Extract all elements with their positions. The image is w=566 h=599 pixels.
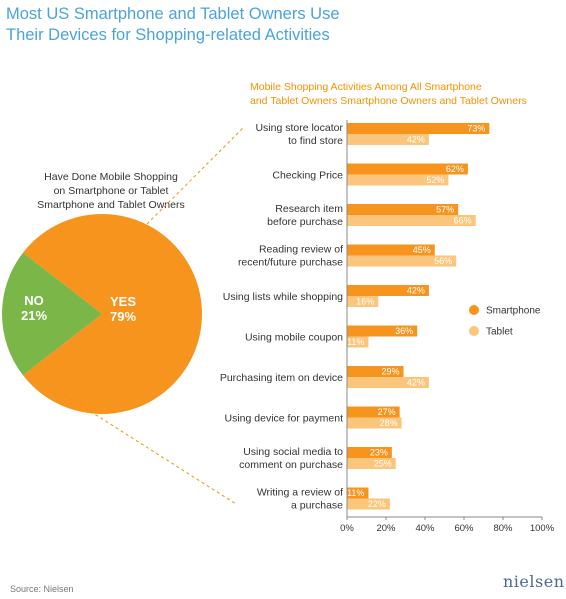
pie-value-yes: 79%	[110, 309, 136, 324]
bar-smartphone	[347, 123, 490, 134]
bar-value-tablet: 16%	[356, 297, 374, 307]
bar-value-smartphone: 45%	[413, 245, 431, 255]
x-tick-label: 20%	[376, 523, 396, 534]
legend-marker	[469, 305, 479, 315]
bar-smartphone	[347, 487, 369, 499]
nielsen-logo: nielsen	[503, 572, 565, 591]
bar-value-smartphone: 57%	[436, 205, 454, 215]
bar-value-tablet: 66%	[454, 216, 472, 226]
bar-tablet	[347, 498, 390, 510]
category-label: Checking Price	[272, 170, 343, 182]
x-tick-label: 40%	[415, 523, 435, 534]
page-title-line-1: Most US Smartphone and Tablet Owners Use	[6, 5, 340, 23]
pie-slice-no	[1, 252, 103, 376]
category-label: Reading review of recent/future purchase	[238, 244, 343, 269]
bar-value-tablet: 52%	[426, 175, 444, 185]
bar-chart-title-line-2: and Tablet Owners Smartphone Owners and …	[250, 95, 527, 107]
pie-label-no: NO	[24, 293, 44, 308]
pie-caption: Have Done Mobile Shopping on Smartphone …	[6, 170, 216, 212]
bar-smartphone	[347, 406, 400, 418]
legend-label: Smartphone	[486, 306, 541, 317]
category-label-line: Using store locator	[255, 122, 343, 134]
category-label-line: Using social media to	[243, 446, 343, 458]
bar-value-tablet: 11%	[347, 337, 364, 347]
bar-value-smartphone: 29%	[382, 367, 400, 377]
bar-tablet	[347, 377, 429, 388]
category-label-line: recent/future purchase	[238, 257, 343, 269]
category-label-line: Writing a review of	[257, 487, 343, 499]
category-label-line: to find store	[288, 135, 343, 147]
bar-value-smartphone: 11%	[347, 488, 364, 498]
category-label: Writing a review of a purchase	[257, 487, 343, 512]
bar-value-tablet: 42%	[407, 135, 425, 145]
category-label: Using mobile coupon	[245, 332, 343, 344]
source-note: Source: Nielsen	[10, 584, 74, 594]
leader-line-top	[146, 127, 244, 225]
bar-tablet	[347, 296, 379, 307]
bar-tablet	[347, 336, 369, 348]
pie-caption-line-3: Smartphone and Tablet Owners	[37, 199, 185, 211]
legend-marker	[469, 326, 479, 336]
bar-value-smartphone: 62%	[446, 164, 464, 174]
x-tick-label: 0%	[340, 523, 354, 534]
bar-value-tablet: 22%	[368, 499, 386, 509]
category-label-line: before purchase	[267, 216, 343, 228]
leader-line-bottom	[59, 391, 237, 505]
bar-value-smartphone: 73%	[467, 124, 485, 134]
bar-value-smartphone: 27%	[378, 407, 396, 417]
category-label: Using lists while shopping	[223, 291, 343, 303]
x-tick-label: 60%	[454, 523, 474, 534]
pie-caption-line-2: on Smartphone or Tablet	[53, 185, 169, 197]
category-label: Using social media to comment on purchase	[239, 446, 343, 471]
bar-chart-title-line-1: Mobile Shopping Activities Among All Sma…	[250, 81, 482, 93]
category-label-line: Research item	[275, 203, 343, 215]
bar-smartphone	[347, 163, 468, 175]
bar-tablet	[347, 174, 449, 186]
category-label-line: Reading review of	[259, 244, 343, 256]
bar-tablet	[347, 417, 402, 429]
bar-chart-title: Mobile Shopping Activities Among All Sma…	[250, 80, 560, 108]
category-label-line: a purchase	[291, 500, 343, 512]
bar-value-tablet: 42%	[407, 378, 425, 388]
bar-smartphone	[347, 447, 392, 458]
bar-smartphone	[347, 325, 418, 337]
bar-value-tablet: 25%	[374, 459, 392, 469]
bar-value-smartphone: 23%	[370, 448, 388, 458]
bar-tablet	[347, 255, 457, 267]
bar-value-tablet: 56%	[434, 256, 452, 266]
category-label: Purchasing item on device	[220, 372, 343, 384]
bar-smartphone	[347, 244, 435, 256]
bar-smartphone	[347, 285, 429, 296]
category-label-line: comment on purchase	[239, 459, 343, 471]
x-tick-label: 80%	[493, 523, 513, 534]
category-label: Using store locator to find store	[255, 122, 343, 147]
pie-caption-line-1: Have Done Mobile Shopping	[44, 171, 178, 183]
bar-tablet	[347, 134, 429, 145]
pie-value-no: 21%	[21, 308, 47, 323]
category-label: Using device for payment	[225, 413, 344, 425]
page-title-line-2: Their Devices for Shopping-related Activ…	[6, 26, 330, 44]
page-title: Most US Smartphone and Tablet Owners Use…	[6, 4, 406, 46]
x-tick-label: 100%	[530, 523, 555, 534]
category-label: Research item before purchase	[267, 203, 343, 228]
pie-slice-yes	[22, 213, 203, 414]
bar-value-tablet: 28%	[380, 418, 398, 428]
legend-label: Tablet	[486, 327, 513, 338]
pie-label-yes: YES	[110, 294, 136, 309]
bar-value-smartphone: 42%	[407, 286, 425, 296]
bar-tablet	[347, 458, 396, 469]
bar-smartphone	[347, 204, 459, 215]
bar-smartphone	[347, 366, 404, 377]
bar-value-smartphone: 36%	[395, 326, 413, 336]
bar-tablet	[347, 215, 476, 226]
